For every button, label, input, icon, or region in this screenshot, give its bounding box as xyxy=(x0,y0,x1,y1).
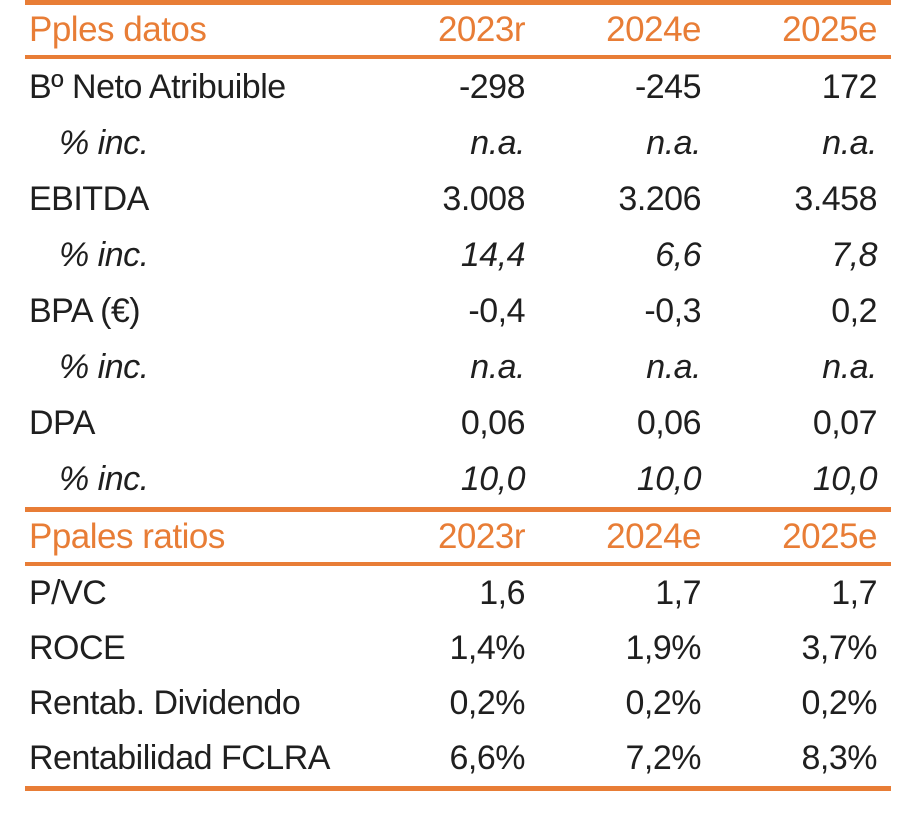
section-ppales-ratios: Ppales ratios 2023r 2024e 2025e P/VC 1,6… xyxy=(25,509,891,789)
table-row: ROCE 1,4% 1,9% 3,7% xyxy=(25,621,891,676)
cell-value: 10,0 xyxy=(636,459,702,498)
section-header-row: Ppales ratios 2023r 2024e 2025e xyxy=(25,509,891,564)
cell-value: -0,4 xyxy=(468,291,525,330)
table-row-pct-inc: % inc. 10,0 10,0 10,0 xyxy=(25,451,891,510)
cell-value: 1,9% xyxy=(625,629,702,667)
table-row: Rentab. Dividendo 0,2% 0,2% 0,2% xyxy=(25,676,891,731)
row-label: % inc. xyxy=(59,459,149,498)
section-header-row: Pples datos 2023r 2024e 2025e xyxy=(25,2,891,57)
cell-value: n.a. xyxy=(470,123,525,162)
row-label: EBITDA xyxy=(29,179,149,218)
cell-value: 1,7 xyxy=(655,574,701,612)
section-pples-datos: Pples datos 2023r 2024e 2025e Bº Neto At… xyxy=(25,2,891,510)
section-title: Ppales ratios xyxy=(29,517,225,556)
cell-value: 1,6 xyxy=(479,574,525,612)
table-row: EBITDA 3.008 3.206 3.458 xyxy=(25,171,891,227)
row-label: % inc. xyxy=(59,347,149,386)
cell-value: 0,2% xyxy=(625,684,702,722)
cell-value: 0,07 xyxy=(812,403,878,442)
cell-value: 3.458 xyxy=(794,179,877,218)
cell-value: n.a. xyxy=(822,347,877,386)
row-label: Rentab. Dividendo xyxy=(29,684,301,722)
cell-value: 3.206 xyxy=(618,179,701,218)
table-row: Rentabilidad FCLRA 6,6% 7,2% 8,3% xyxy=(25,731,891,789)
table-row: Bº Neto Atribuible -298 -245 172 xyxy=(25,57,891,115)
section-title: Pples datos xyxy=(29,10,207,49)
cell-value: 6,6% xyxy=(449,739,526,777)
row-label: % inc. xyxy=(59,235,149,274)
table-row: P/VC 1,6 1,7 1,7 xyxy=(25,564,891,621)
cell-value: 10,0 xyxy=(460,459,526,498)
column-header-2025e: 2025e xyxy=(782,517,877,556)
cell-value: -0,3 xyxy=(644,291,701,330)
cell-value: 1,7 xyxy=(831,574,877,612)
cell-value: 1,4% xyxy=(449,629,526,667)
row-label: % inc. xyxy=(59,123,149,162)
row-label: Rentabilidad FCLRA xyxy=(29,739,330,777)
column-header-2024e: 2024e xyxy=(606,10,701,49)
cell-value: 14,4 xyxy=(460,235,526,274)
cell-value: 8,3% xyxy=(801,739,878,777)
column-header-2024e: 2024e xyxy=(606,517,701,556)
cell-value: 7,8 xyxy=(831,235,877,274)
cell-value: n.a. xyxy=(646,347,701,386)
table-row-pct-inc: % inc. n.a. n.a. n.a. xyxy=(25,115,891,171)
cell-value: -298 xyxy=(458,67,526,106)
cell-value: 3,7% xyxy=(801,629,878,667)
row-label: DPA xyxy=(29,403,95,442)
cell-value: 0,2% xyxy=(449,684,526,722)
column-header-2025e: 2025e xyxy=(782,10,877,49)
cell-value: -245 xyxy=(634,67,702,106)
financial-summary-table: Pples datos 2023r 2024e 2025e Bº Neto At… xyxy=(25,0,891,791)
cell-value: 3.008 xyxy=(442,179,525,218)
table-row: DPA 0,06 0,06 0,07 xyxy=(25,395,891,451)
cell-value: 0,2 xyxy=(831,291,877,330)
table-row-pct-inc: % inc. 14,4 6,6 7,8 xyxy=(25,227,891,283)
row-label: P/VC xyxy=(29,574,107,612)
cell-value: n.a. xyxy=(822,123,877,162)
row-label: Bº Neto Atribuible xyxy=(29,67,286,106)
cell-value: 10,0 xyxy=(812,459,878,498)
cell-value: n.a. xyxy=(470,347,525,386)
cell-value: 7,2% xyxy=(625,739,702,777)
table-row: BPA (€) -0,4 -0,3 0,2 xyxy=(25,283,891,339)
cell-value: 0,2% xyxy=(801,684,878,722)
row-label: BPA (€) xyxy=(29,291,141,330)
cell-value: 6,6 xyxy=(655,235,701,274)
table-row-pct-inc: % inc. n.a. n.a. n.a. xyxy=(25,339,891,395)
cell-value: 0,06 xyxy=(636,403,702,442)
cell-value: n.a. xyxy=(646,123,701,162)
cell-value: 0,06 xyxy=(460,403,526,442)
column-header-2023r: 2023r xyxy=(437,517,526,556)
row-label: ROCE xyxy=(29,629,126,667)
column-header-2023r: 2023r xyxy=(437,10,526,49)
cell-value: 172 xyxy=(821,67,878,106)
